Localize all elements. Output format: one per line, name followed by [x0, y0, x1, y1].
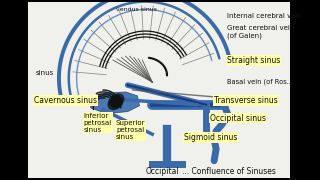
Circle shape — [111, 97, 121, 107]
Bar — [0, 2, 28, 178]
Text: Superior
petrosal
sinus: Superior petrosal sinus — [116, 120, 145, 140]
Text: sinus: sinus — [36, 70, 54, 76]
Text: Basal vein (of Ros...: Basal vein (of Ros... — [227, 78, 293, 85]
Text: Transverse sinus: Transverse sinus — [214, 96, 278, 105]
Text: Cavernous sinus: Cavernous sinus — [34, 96, 97, 105]
Text: Inferior
petrosal
sinus: Inferior petrosal sinus — [84, 113, 112, 133]
Text: Internal cerebral vein: Internal cerebral vein — [227, 13, 302, 19]
Circle shape — [111, 99, 121, 109]
Bar — [290, 2, 314, 178]
Polygon shape — [90, 92, 140, 114]
Circle shape — [108, 100, 118, 110]
Text: Occipital: Occipital — [145, 167, 179, 176]
Text: ... Confluence of Sinuses: ... Confluence of Sinuses — [182, 167, 276, 176]
Text: venous sinus: venous sinus — [116, 6, 157, 12]
Text: Straight sinus: Straight sinus — [227, 56, 280, 65]
Circle shape — [111, 95, 121, 105]
Bar — [28, 2, 290, 178]
Text: Sigmoid sinus: Sigmoid sinus — [184, 133, 237, 142]
Text: Great cerebral vein
(of Galen): Great cerebral vein (of Galen) — [227, 25, 294, 39]
Circle shape — [114, 94, 124, 104]
Circle shape — [109, 97, 119, 107]
Text: Occipital sinus: Occipital sinus — [210, 114, 266, 123]
Circle shape — [113, 97, 123, 107]
